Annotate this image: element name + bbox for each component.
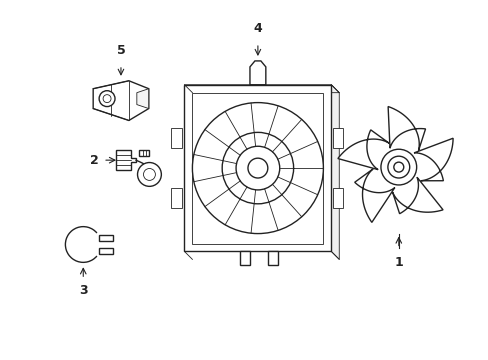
Polygon shape (240, 251, 249, 265)
Polygon shape (116, 150, 136, 170)
Polygon shape (331, 85, 339, 260)
Polygon shape (354, 169, 394, 222)
Circle shape (393, 162, 403, 172)
Circle shape (247, 158, 267, 178)
Text: 1: 1 (394, 256, 402, 269)
Polygon shape (267, 251, 277, 265)
Polygon shape (139, 150, 148, 156)
Polygon shape (170, 129, 182, 148)
Circle shape (137, 162, 161, 186)
Polygon shape (387, 107, 425, 150)
Polygon shape (99, 235, 113, 240)
Text: 4: 4 (253, 22, 262, 35)
Circle shape (222, 132, 293, 204)
Circle shape (236, 146, 279, 190)
Polygon shape (337, 130, 388, 170)
Circle shape (103, 95, 111, 103)
Polygon shape (333, 188, 343, 208)
Bar (192, 93, 323, 243)
Polygon shape (99, 248, 113, 255)
Polygon shape (413, 138, 452, 181)
Text: 2: 2 (90, 154, 99, 167)
Polygon shape (184, 85, 339, 93)
Polygon shape (333, 129, 343, 148)
Circle shape (192, 103, 323, 234)
Polygon shape (249, 61, 265, 85)
Text: 3: 3 (79, 284, 87, 297)
Circle shape (380, 149, 416, 185)
Circle shape (99, 91, 115, 107)
Circle shape (143, 168, 155, 180)
Text: 5: 5 (116, 44, 125, 57)
Polygon shape (392, 177, 442, 214)
Polygon shape (170, 188, 182, 208)
Bar (184, 85, 331, 251)
Polygon shape (93, 81, 148, 121)
Polygon shape (137, 89, 148, 109)
Circle shape (387, 156, 409, 178)
